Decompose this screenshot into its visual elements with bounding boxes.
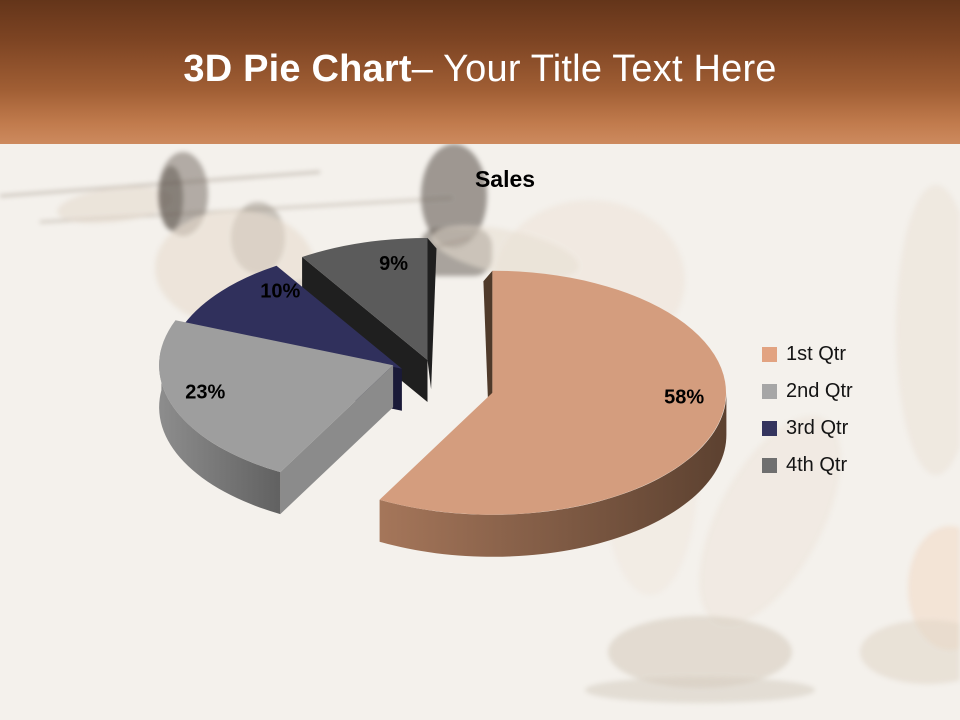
legend-swatch-2nd-qtr xyxy=(762,384,777,399)
pie-data-label: 9% xyxy=(379,253,408,275)
chart-legend: 1st Qtr 2nd Qtr 3rd Qtr 4th Qtr xyxy=(762,336,853,484)
slide-title-rest: – Your Title Text Here xyxy=(411,48,777,90)
slide-title: 3D Pie Chart– Your Title Text Here xyxy=(0,47,960,91)
legend-label: 4th Qtr xyxy=(786,454,848,476)
pie-data-label: 58% xyxy=(664,387,704,409)
pie-slice-top xyxy=(302,238,428,360)
pie-slice-edge-wall xyxy=(427,238,437,390)
pie-slice-edge-wall xyxy=(483,270,493,423)
chart-title: Sales xyxy=(474,166,536,192)
legend-swatch-4th-qtr xyxy=(762,458,777,473)
legend-swatch-3rd-qtr xyxy=(762,421,777,436)
legend-item-1st-qtr: 1st Qtr xyxy=(762,336,853,373)
pie-slice-top xyxy=(159,320,394,473)
slide-title-emphasis: 3D Pie Chart xyxy=(183,48,412,90)
legend-item-3rd-qtr: 3rd Qtr xyxy=(762,410,853,447)
legend-item-4th-qtr: 4th Qtr xyxy=(762,447,853,484)
pie-slice-rim-wall xyxy=(379,392,727,557)
pie-data-label: 23% xyxy=(185,382,225,404)
legend-item-2nd-qtr: 2nd Qtr xyxy=(762,373,853,410)
legend-label: 2nd Qtr xyxy=(786,380,853,402)
pie-slice-top xyxy=(184,265,402,369)
legend-label: 1st Qtr xyxy=(786,343,847,365)
pie-slice-rim-wall xyxy=(159,348,281,515)
pie-slice-top xyxy=(379,270,727,515)
slide-header xyxy=(0,0,960,144)
legend-label: 3rd Qtr xyxy=(786,417,849,439)
legend-swatch-1st-qtr xyxy=(762,347,777,362)
pie-data-label: 10% xyxy=(260,280,300,302)
pie-slice-side-wall xyxy=(280,365,394,515)
